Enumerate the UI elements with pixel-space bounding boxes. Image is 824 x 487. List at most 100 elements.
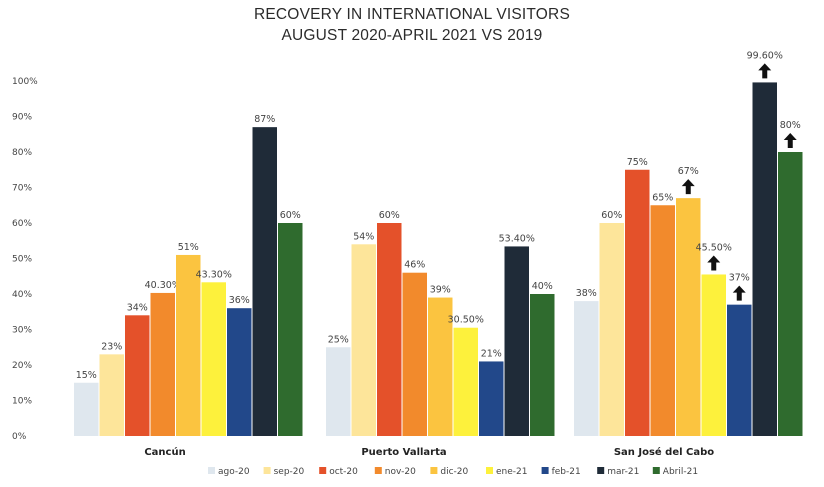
y-tick-label: 20% [12,361,32,371]
legend-swatch [597,467,605,474]
bar-group: 38% 60% 75% 65% 67% 45.50% 37% 99.60% 80% [574,50,803,437]
y-tick-label: 30% [12,326,32,336]
legend-item: dic-20 [430,467,469,477]
data-label: 65% [652,192,673,203]
data-label: 38% [576,288,597,299]
y-tick-label: 0% [12,432,27,442]
y-tick-label: 70% [12,184,32,194]
y-tick-label: 50% [12,255,32,265]
y-tick-label: 10% [12,397,32,407]
bar [428,297,453,436]
data-label: 40.30% [145,280,181,291]
bar [351,244,376,436]
legend-item: sep-20 [263,467,305,477]
bar [504,246,529,436]
data-label: 21% [481,348,502,359]
bar [701,274,726,436]
data-label: 99.60% [747,50,783,61]
bar [227,308,252,436]
legend-label: nov-20 [385,467,416,477]
category-labels: Cancún Puerto Vallarta San José del Cabo [144,446,714,458]
chart-title: RECOVERY IN INTERNATIONAL VISITORS [253,6,570,23]
data-label: 30.50% [448,315,484,326]
up-arrow-icon [681,179,695,195]
bar [479,361,504,436]
data-label: 75% [627,157,648,168]
bar-groups: 15% 23% 34% 40.30% 51% 43.30% 36% 87% 60% 25% 54% 6… [74,50,803,437]
up-arrow-icon [707,255,721,271]
data-label: 34% [127,302,148,313]
bar-group: 15% 23% 34% 40.30% 51% 43.30% 36% 87% 60% [74,114,303,437]
data-label: 87% [254,114,275,125]
data-label: 53.40% [499,233,535,244]
data-label: 80% [780,120,801,131]
bar [727,304,752,436]
legend-item: ago-20 [208,467,250,477]
bar [453,327,478,436]
data-label: 51% [178,242,199,253]
bar [778,152,803,436]
y-tick-label: 60% [12,219,32,229]
up-arrow-icon [732,285,746,301]
data-label: 60% [280,210,301,221]
legend-swatch [541,467,549,474]
bar [201,282,226,436]
legend-item: mar-21 [597,467,639,477]
category-label: Puerto Vallarta [361,447,446,458]
legend: ago-20 sep-20 oct-20 nov-20 dic-20 ene-21 feb-… [208,467,698,477]
bar-group: 25% 54% 60% 46% 39% 30.50% 21% 53.40% 40% [326,210,555,436]
up-arrow-icon [783,133,797,148]
bar [176,254,201,436]
category-label: San José del Cabo [614,446,714,458]
legend-swatch [486,467,493,474]
data-label: 60% [601,210,622,221]
legend-label: Abril-21 [663,467,698,477]
bar [574,301,599,436]
y-tick-label: 40% [12,290,32,300]
bar [99,354,124,436]
y-tick-label: 100% [12,77,38,87]
bar [252,127,277,437]
legend-label: sep-20 [274,467,305,477]
bar [676,198,701,436]
data-label: 46% [404,260,425,271]
data-label: 43.30% [196,269,232,280]
bar [125,315,150,436]
legend-swatch [319,467,327,474]
data-label: 15% [76,370,97,381]
legend-label: ago-20 [218,467,250,477]
legend-label: oct-20 [329,467,358,477]
bar [326,347,351,436]
legend-item: Abril-21 [652,467,698,477]
data-label: 54% [353,231,374,242]
legend-item: nov-20 [374,467,416,477]
data-label: 25% [328,334,349,345]
data-label: 36% [229,295,250,306]
bar [402,272,427,436]
bar [650,205,675,436]
data-label: 39% [430,285,451,296]
legend-swatch [374,467,382,474]
bar [625,169,650,436]
data-label: 45.50% [696,242,732,253]
bar [377,223,402,436]
y-tick-label: 90% [12,113,32,123]
legend-swatch [430,467,438,474]
bar [74,382,99,436]
category-label: Cancún [144,446,185,458]
data-label: 60% [379,210,400,221]
legend-swatch [208,467,215,474]
legend-label: mar-21 [607,467,639,477]
data-label: 40% [532,281,553,292]
bar [278,223,303,436]
data-label: 67% [678,166,699,177]
data-label: 37% [729,273,750,284]
y-tick-label: 80% [12,148,32,158]
bar [530,294,555,436]
data-label: 23% [101,341,122,352]
chart-subtitle: AUGUST 2020-APRIL 2021 VS 2019 [281,27,543,44]
up-arrow-icon [758,63,772,79]
legend-item: feb-21 [541,467,581,477]
